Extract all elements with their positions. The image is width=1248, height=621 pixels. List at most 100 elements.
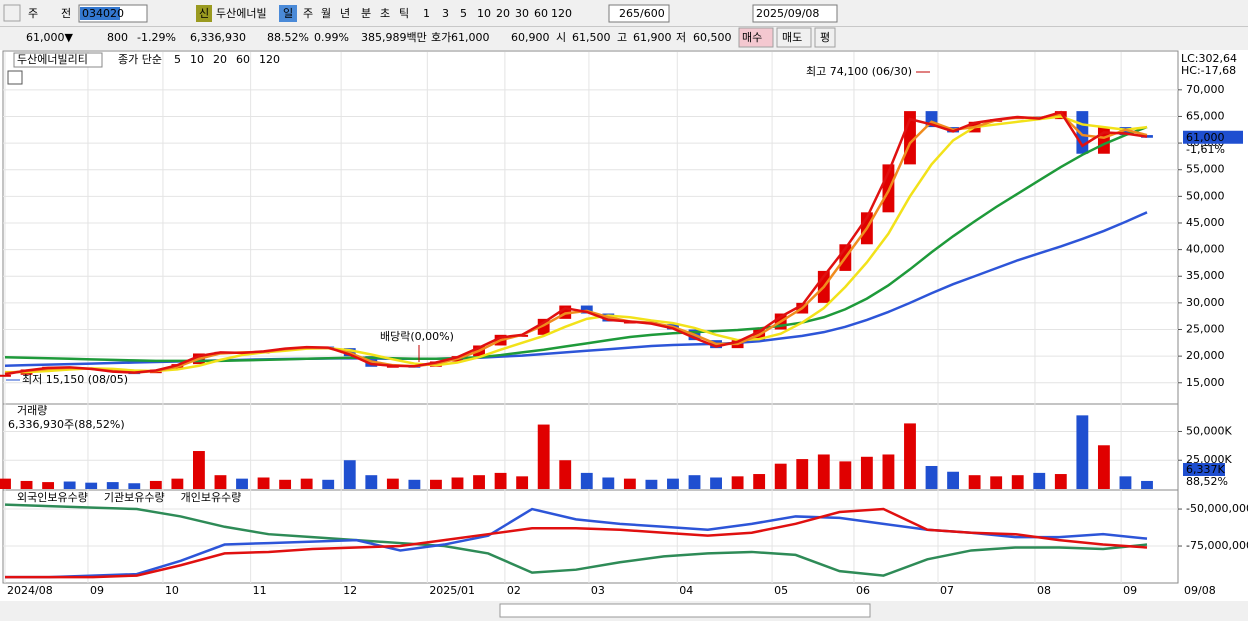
code-selection [80,7,120,20]
legend-item: 기관보유수량 [104,491,165,504]
y-tick-label: -50,000,000 [1186,502,1248,515]
volume-bar [192,451,205,489]
volume-bar [753,474,766,489]
buy-button[interactable] [738,27,774,48]
volume-bar [430,479,442,489]
x-tick-label: 05 [774,584,788,597]
volume-bar [645,479,658,489]
volume-bar [667,478,679,489]
x-tick-label: 06 [856,584,870,597]
volume-bar [990,476,1003,489]
y-tick-label: 15,000 [1186,376,1225,389]
volume-ratio: 88,52% [1186,475,1228,488]
volume-bar [968,475,981,489]
x-tick-label: 09 [1123,584,1137,597]
quote-item: 저 [676,31,686,44]
x-tick-label: 02 [507,584,521,597]
volume-bar [882,454,895,489]
scroll-thumb[interactable] [499,603,871,618]
chart-title: 두산에너빌리티 [17,53,88,66]
volume-bar [688,475,701,489]
count-input[interactable] [608,4,670,23]
sell-button[interactable] [776,27,812,48]
volume-bar [279,479,292,489]
toolbar-item: 120 [551,7,572,20]
date-input[interactable] [752,4,838,23]
volume-bar [408,479,421,489]
toolbar-item: 265 [619,7,640,20]
y-tick-label: 25,000K [1186,453,1232,466]
toolbar-item: 034020 [82,7,124,20]
quote-item: 매도 [782,31,802,44]
volume-bar [236,478,248,489]
candle [904,111,916,165]
quote-item: 6,336,930 [190,31,246,44]
volume-bar [1119,476,1132,489]
quote-item: 0.99% [314,31,349,44]
table-icon[interactable] [7,70,23,85]
toolbar-item: 3 [442,7,449,20]
quote-item: 시 [556,31,566,44]
quote-item: 60,500 [693,31,732,44]
volume-bar [451,477,464,489]
volume-bar [817,454,830,489]
candle [0,374,11,377]
toolbar-item: 10 [477,7,491,20]
volume-bar [300,478,313,489]
legend-item: 120 [259,53,280,66]
volume-bar [257,477,270,489]
candle [559,305,572,319]
x-tick-label: 07 [940,584,954,597]
quote-item: 385,989백만 [361,31,427,44]
y-tick-label: 30,000 [1186,296,1225,309]
volume-bar [947,471,960,489]
candle [580,305,593,314]
toolbar-item: 5 [460,7,467,20]
toolbar-item: 2025/09/08 [756,7,819,20]
x-tick-label: 2024/08 [7,584,53,597]
volume-bar [516,476,529,489]
series-line [4,503,1148,577]
volume-bar [106,482,119,489]
quote-item: 고 [617,31,627,44]
date-label: 09/08 [1184,584,1216,597]
quote-item: 61,000 [451,31,490,44]
toolbar-item: 60 [534,7,548,20]
y-tick-label: 25,000 [1186,322,1225,335]
toolbar-item: 주 [28,7,38,20]
volume-bar [710,477,722,489]
legend-item: 20 [213,53,227,66]
x-tick-label: 09 [90,584,104,597]
volume-bar [1033,472,1046,489]
volume-bar [42,482,55,489]
volume-bar [839,461,852,489]
volume-bar [1011,475,1024,489]
eval-button[interactable] [814,27,836,48]
toolbar-item: 월 [321,7,331,20]
last-price: 61,000 [1186,131,1225,144]
quote-item: 호가 [431,31,451,44]
volume-bar [322,479,335,489]
y-tick-label: 50,000K [1186,424,1232,437]
x-tick-label: 11 [253,584,267,597]
legend-item: 개인보유수량 [181,491,242,504]
toolbar-item: 두산에너빌 [216,7,267,20]
right-label: LC:302,64 [1181,52,1237,65]
volume-bar [214,475,227,489]
volume-bar [149,480,162,489]
day-selected[interactable] [279,5,297,22]
menu-button[interactable] [3,4,21,22]
new-badge [196,5,212,22]
volume-box [1183,463,1225,476]
x-tick-label: 03 [591,584,605,597]
quote-item: 매수 [742,31,762,44]
volume-title: 거래량 [17,404,47,417]
legend-item: 외국인보유수량 [17,491,88,504]
volume-subtitle: 6,336,930주(88,52%) [8,418,125,431]
quote-item: 평 [820,31,830,44]
y-tick-label: 55,000 [1186,163,1225,176]
volume-last: 6,337K [1186,463,1225,476]
volume-bar [20,480,33,489]
volume-bar [774,463,787,489]
volume-bar [1097,445,1110,489]
